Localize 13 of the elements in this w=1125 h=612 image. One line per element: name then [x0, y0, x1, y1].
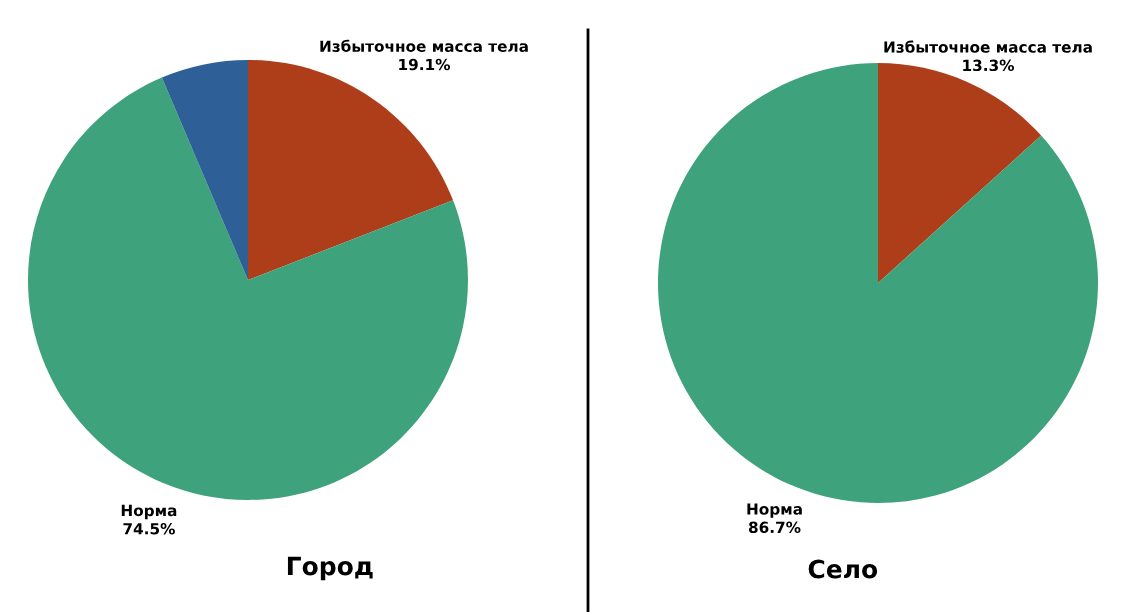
slice-label: Норма — [747, 503, 802, 518]
slice-label: Норма — [121, 504, 177, 520]
data-label: 86.7% — [748, 521, 801, 534]
data-label: 19.1% — [399, 58, 451, 71]
slice-label: Избыточное масса тела — [320, 39, 528, 53]
text: Село — [808, 559, 878, 579]
pie-slice — [28, 77, 468, 500]
slice-label: Избыточное масса тела — [884, 40, 1092, 53]
data-label: 13.3% — [963, 59, 1015, 72]
data-label: 74.5% — [123, 522, 175, 535]
pie-slice — [248, 60, 454, 280]
text: Город — [287, 556, 373, 581]
pie-slice — [161, 60, 248, 280]
